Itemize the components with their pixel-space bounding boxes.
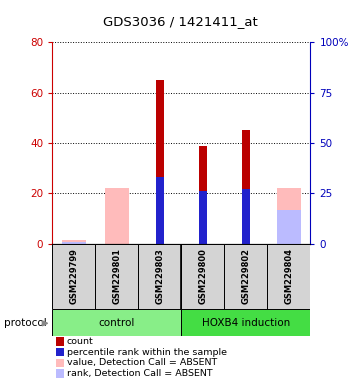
- Bar: [181, 244, 225, 309]
- Bar: [242, 189, 250, 244]
- Text: HOXB4 induction: HOXB4 induction: [202, 318, 290, 328]
- Bar: [242, 189, 250, 193]
- Text: GSM229800: GSM229800: [199, 248, 208, 305]
- Text: GSM229803: GSM229803: [155, 248, 164, 305]
- Bar: [156, 177, 164, 244]
- Text: GSM229802: GSM229802: [242, 248, 251, 305]
- Bar: [105, 189, 129, 244]
- Bar: [277, 189, 301, 244]
- Bar: [199, 192, 207, 244]
- Bar: [242, 131, 250, 244]
- Bar: [181, 309, 310, 336]
- Bar: [225, 244, 268, 309]
- Text: protocol: protocol: [4, 318, 46, 328]
- Text: GDS3036 / 1421411_at: GDS3036 / 1421411_at: [103, 15, 258, 28]
- Bar: [199, 192, 207, 195]
- Text: GSM229799: GSM229799: [69, 248, 78, 305]
- Text: GSM229804: GSM229804: [284, 248, 293, 305]
- Bar: [95, 244, 138, 309]
- Text: percentile rank within the sample: percentile rank within the sample: [67, 348, 227, 357]
- Text: value, Detection Call = ABSENT: value, Detection Call = ABSENT: [67, 358, 217, 367]
- Bar: [268, 244, 310, 309]
- Text: control: control: [99, 318, 135, 328]
- Bar: [277, 210, 301, 244]
- Text: GSM229801: GSM229801: [112, 248, 121, 305]
- Text: rank, Detection Call = ABSENT: rank, Detection Call = ABSENT: [67, 369, 212, 378]
- Bar: [199, 146, 207, 244]
- Text: count: count: [67, 337, 93, 346]
- Bar: [156, 80, 164, 244]
- Bar: [156, 177, 164, 181]
- Bar: [52, 244, 95, 309]
- Bar: [52, 309, 182, 336]
- Bar: [62, 242, 86, 244]
- Bar: [138, 244, 181, 309]
- Bar: [62, 240, 86, 244]
